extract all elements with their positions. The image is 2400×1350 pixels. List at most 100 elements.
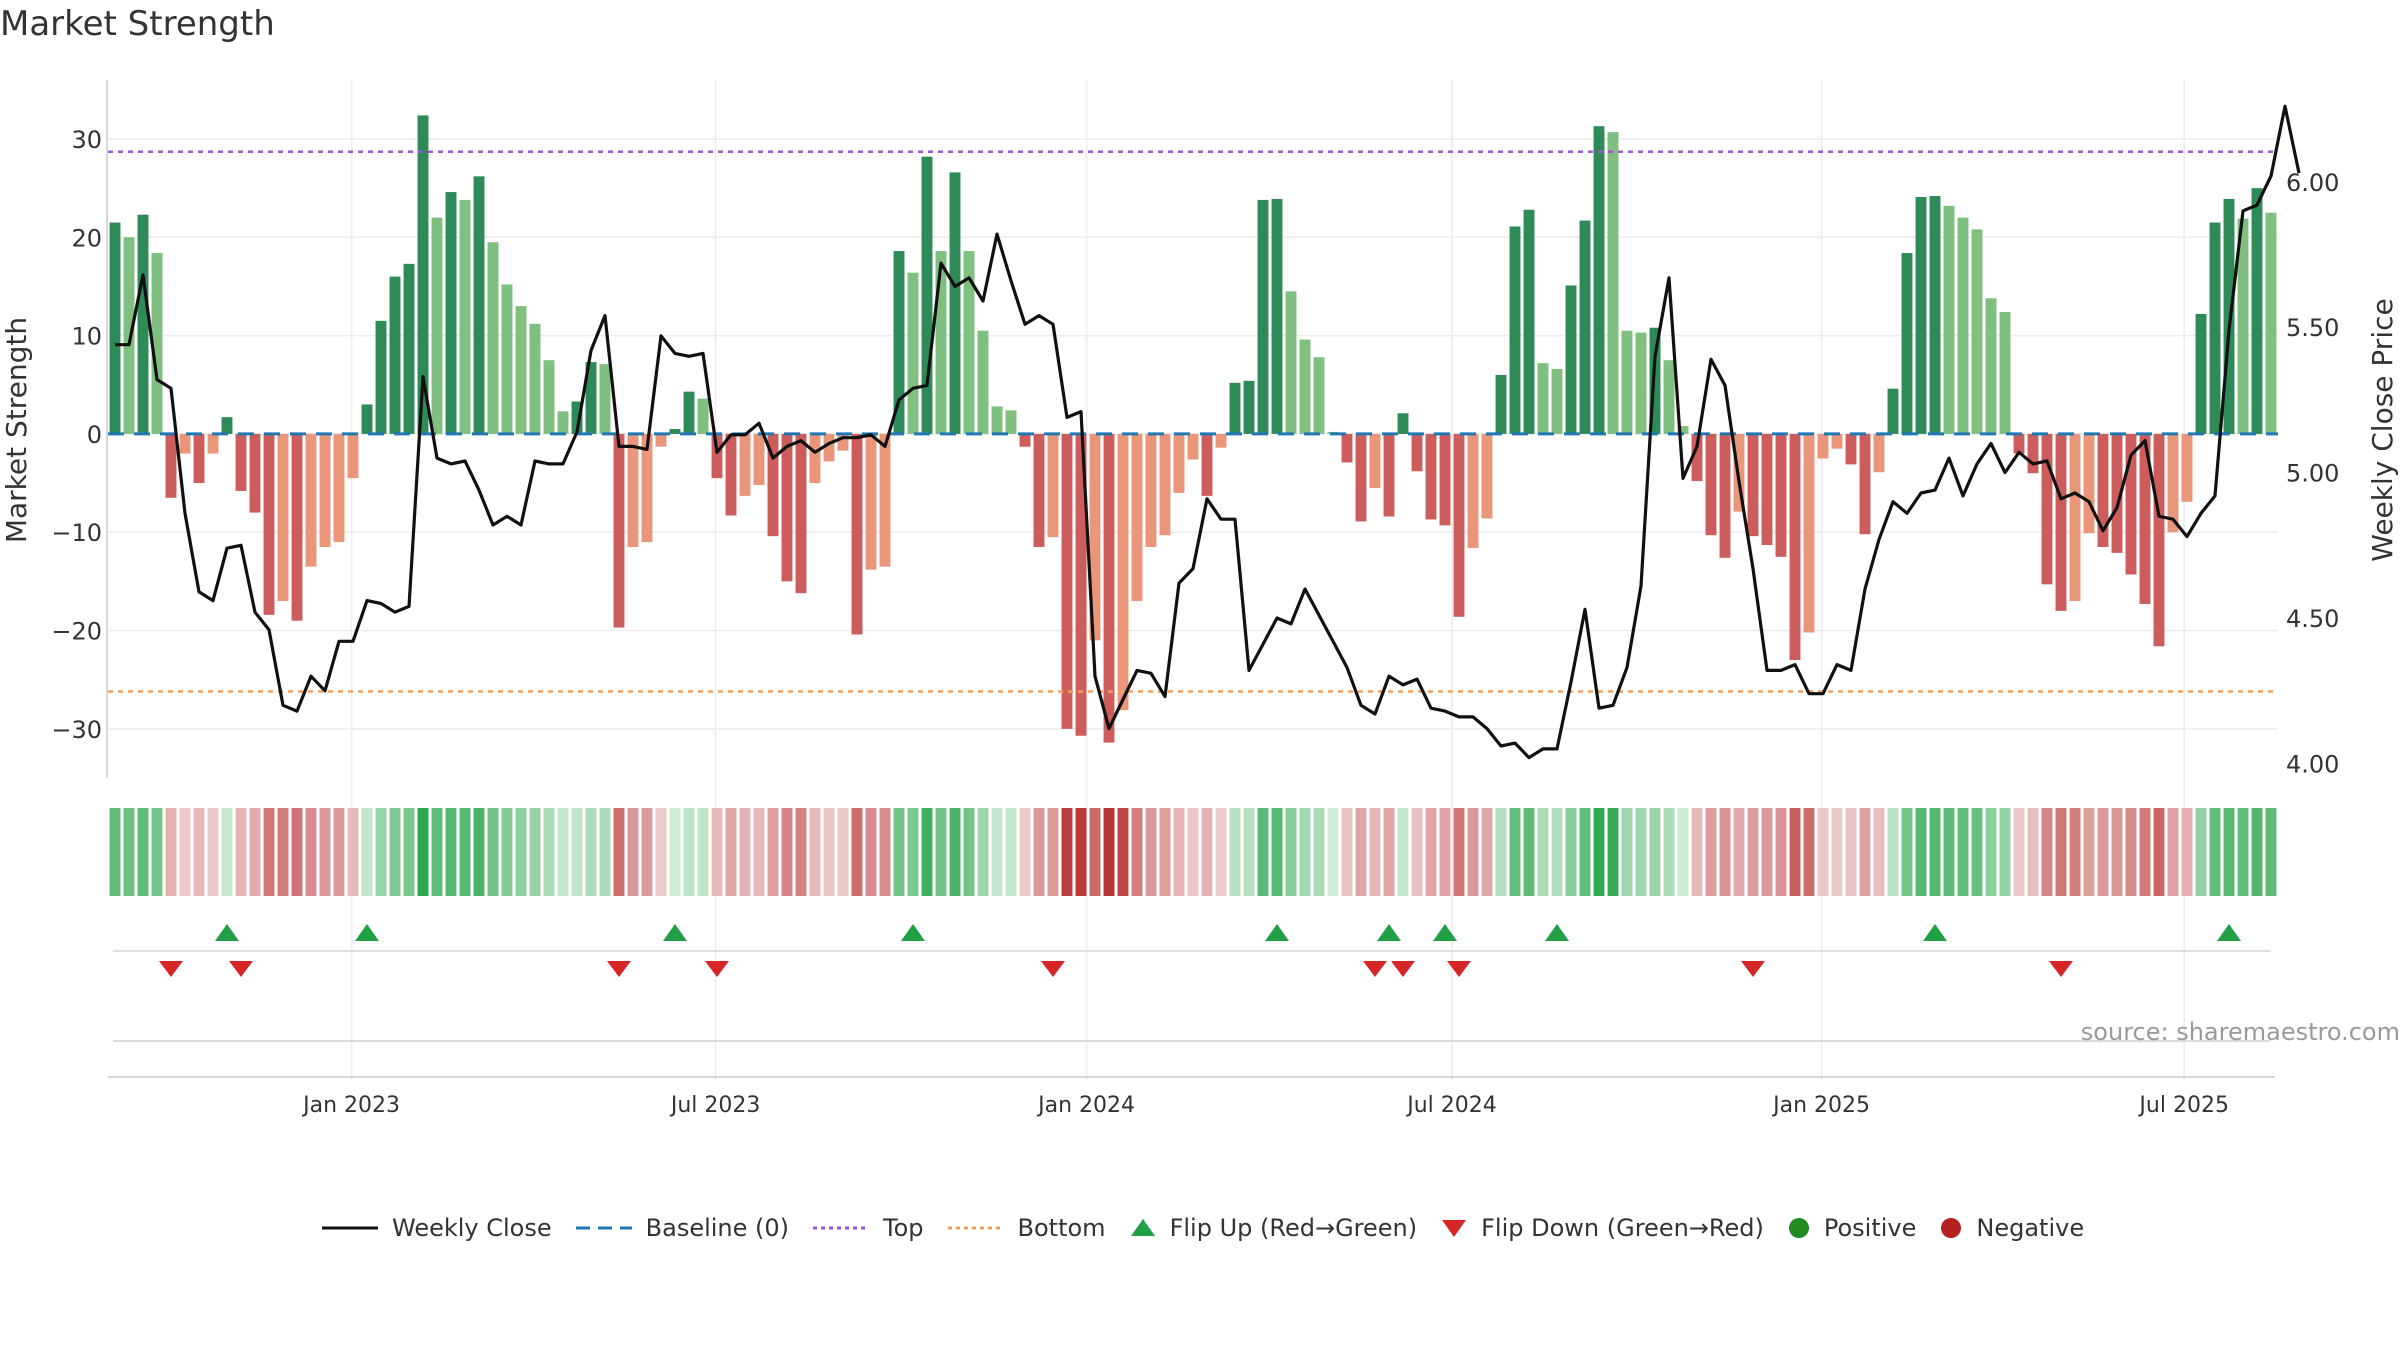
- strength-heat-cell: [767, 808, 779, 896]
- x-tick-label: Jul 2025: [2137, 1093, 2229, 1118]
- strength-heat-cell: [1649, 808, 1661, 896]
- strength-heat-cell: [1761, 808, 1773, 896]
- strength-bar: [165, 433, 177, 498]
- strength-heat-cell: [879, 808, 891, 896]
- strength-bar: [739, 433, 751, 496]
- strength-bar: [1999, 312, 2011, 434]
- strength-heat-cell: [683, 808, 695, 896]
- strength-heat-cell: [1145, 808, 1157, 896]
- strength-bar: [1019, 433, 1031, 447]
- strength-heat-cell: [1621, 808, 1633, 896]
- positive-dot-icon: [1788, 1218, 1809, 1238]
- strength-bar: [907, 272, 919, 434]
- flip-up-marker: [663, 924, 687, 941]
- strength-bar: [1495, 374, 1507, 434]
- strength-heat-cell: [1789, 808, 1801, 896]
- flip-up-marker: [1377, 924, 1401, 941]
- strength-bar: [585, 362, 597, 434]
- strength-heat-cell: [1355, 808, 1367, 896]
- strength-bar: [305, 433, 317, 567]
- legend-flip-up: Flip Up (Red→Green): [1128, 1214, 1417, 1242]
- strength-bar: [851, 433, 863, 635]
- strength-bar: [1705, 433, 1717, 536]
- strength-bar: [1453, 433, 1465, 617]
- strength-heat-cell: [711, 808, 723, 896]
- strength-heat-cell: [501, 808, 513, 896]
- strength-bar: [1873, 433, 1885, 473]
- flip-down-marker: [1741, 961, 1765, 977]
- strength-bar: [627, 433, 639, 547]
- strength-heat-cell: [921, 808, 933, 896]
- strength-bar: [1257, 199, 1269, 434]
- strength-heat-cell: [1103, 808, 1115, 896]
- strength-bar: [823, 433, 835, 462]
- flip-up-marker: [215, 924, 239, 941]
- strength-bar: [1537, 363, 1549, 434]
- negative-dot-icon: [1941, 1218, 1962, 1238]
- x-tick-label: Jul 2023: [669, 1093, 761, 1118]
- strength-heat-cell: [725, 808, 737, 896]
- strength-bar: [1005, 410, 1017, 434]
- strength-bar: [1313, 357, 1325, 434]
- legend-label-positive: Positive: [1823, 1214, 1917, 1242]
- strength-bar: [1551, 369, 1563, 434]
- strength-heat-cell: [403, 808, 415, 896]
- flip-up-marker: [355, 924, 379, 941]
- strength-bar: [1593, 126, 1605, 434]
- strength-heat-cell: [221, 808, 233, 896]
- strength-bar: [1845, 433, 1857, 465]
- strength-heat-cell: [2055, 808, 2067, 896]
- strength-heat-cell: [1579, 808, 1591, 896]
- strength-bar: [1201, 433, 1213, 496]
- y2-tick-label: 5.00: [2286, 460, 2339, 488]
- strength-bar: [991, 406, 1003, 434]
- strength-heat-cell: [347, 808, 359, 896]
- strength-bar: [235, 433, 247, 491]
- strength-bar: [1887, 388, 1899, 434]
- strength-heat-cell: [669, 808, 681, 896]
- strength-heat-cell: [2181, 808, 2193, 896]
- strength-bar: [319, 433, 331, 547]
- strength-bar: [599, 364, 611, 434]
- strength-bar: [1929, 196, 1941, 434]
- strength-heat-cell: [291, 808, 303, 896]
- strength-heat-cell: [1929, 808, 1941, 896]
- strength-heat-cell: [389, 808, 401, 896]
- strength-bar: [459, 199, 471, 434]
- legend-negative: Negative: [1938, 1214, 2084, 1242]
- strength-heat-cell: [2111, 808, 2123, 896]
- strength-heat-cell: [1243, 808, 1255, 896]
- strength-heat-cell: [1369, 808, 1381, 896]
- strength-bar: [1831, 433, 1843, 449]
- legend-baseline: Baseline (0): [574, 1214, 789, 1242]
- strength-bar: [487, 242, 499, 434]
- strength-heat-cell: [333, 808, 345, 896]
- strength-bar: [1677, 426, 1689, 434]
- strength-bar: [1369, 433, 1381, 488]
- strength-bar: [2237, 218, 2249, 434]
- strength-heat-cell: [585, 808, 597, 896]
- strength-bar: [515, 306, 527, 434]
- strength-bar: [543, 360, 555, 434]
- strength-heat-cell: [1985, 808, 1997, 896]
- strength-bar: [333, 433, 345, 543]
- strength-heat-cell: [781, 808, 793, 896]
- strength-bar: [1033, 433, 1045, 547]
- strength-heat-cell: [459, 808, 471, 896]
- strength-heat-cell: [1537, 808, 1549, 896]
- strength-bar: [2209, 222, 2221, 434]
- y-tick-label: −30: [51, 716, 102, 744]
- y2-axis-title: Weekly Close Price: [2366, 298, 2399, 561]
- strength-heat-cell: [431, 808, 443, 896]
- strength-heat-cell: [1635, 808, 1647, 896]
- strength-heat-cell: [837, 808, 849, 896]
- strength-bar: [109, 222, 121, 434]
- strength-heat-cell: [2209, 808, 2221, 896]
- strength-heat-cell: [2041, 808, 2053, 896]
- strength-bar: [1859, 433, 1871, 535]
- strength-bar: [1747, 433, 1759, 537]
- legend-label-flip-down: Flip Down (Green→Red): [1481, 1214, 1764, 1242]
- strength-bar: [1173, 433, 1185, 493]
- strength-bar: [753, 433, 765, 486]
- strength-bar: [417, 115, 429, 434]
